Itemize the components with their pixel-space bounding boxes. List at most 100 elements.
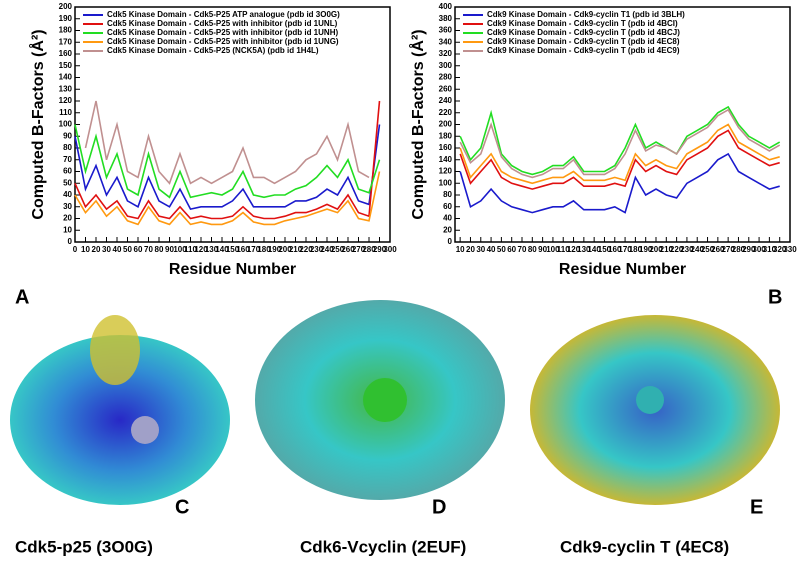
y-tick-label: 60: [63, 167, 72, 176]
series-line: [74, 171, 381, 226]
y-tick-label: 170: [59, 37, 73, 46]
y-tick-label: 280: [439, 73, 453, 82]
y-tick-label: 130: [59, 84, 73, 93]
legend-label: Cdk9 Kinase Domain - Cdk9-cyclin T (pdb …: [487, 19, 678, 28]
ligand-e: [636, 386, 664, 414]
y-axis-label: Computed B-Factors (Å²): [28, 29, 47, 219]
panel-label: E: [750, 496, 763, 518]
y-tick-label: 90: [63, 131, 72, 140]
plot-frame: [74, 6, 391, 243]
x-tick-label: 210: [660, 245, 674, 254]
x-tick-label: 120: [194, 245, 208, 254]
y-tick-label: 40: [443, 214, 452, 223]
ligand-c: [131, 416, 159, 444]
y-tick-label: 200: [59, 2, 73, 11]
series-line: [459, 105, 781, 176]
legend-label: Cdk9 Kinase Domain - Cdk9-cyclin T (pdb …: [487, 28, 680, 37]
x-tick-label: 70: [144, 245, 153, 254]
x-tick-label: 310: [763, 245, 777, 254]
x-tick-label: 230: [310, 245, 324, 254]
x-tick-label: 300: [383, 245, 397, 254]
legend-label: Cdk9 Kinase Domain - Cdk9-cyclin T (pdb …: [487, 37, 680, 46]
x-tick-label: 280: [362, 245, 376, 254]
x-tick-label: 90: [165, 245, 174, 254]
y-tick-label: 80: [443, 190, 452, 199]
y-tick-label: 20: [63, 214, 72, 223]
series-line: [74, 124, 381, 211]
x-axis-label: Residue Number: [559, 261, 686, 278]
x-tick-label: 200: [649, 245, 663, 254]
legend-label: Cdk5 Kinase Domain - Cdk5-P25 with inhib…: [107, 37, 339, 46]
y-tick-label: 140: [59, 73, 73, 82]
structure-c: [10, 335, 230, 505]
x-tick-label: 10: [456, 245, 465, 254]
x-tick-label: 170: [618, 245, 632, 254]
y-tick-label: 190: [59, 14, 73, 23]
panel-label: D: [432, 496, 446, 518]
y-tick-label: 200: [439, 120, 453, 129]
x-tick-label: 50: [123, 245, 132, 254]
y-tick-label: 180: [439, 131, 453, 140]
x-tick-label: 140: [215, 245, 229, 254]
panel-label: A: [15, 286, 29, 308]
x-tick-label: 80: [155, 245, 164, 254]
caption: Cdk6-Vcyclin (2EUF): [300, 537, 466, 556]
x-tick-label: 110: [184, 245, 197, 254]
y-tick-label: 320: [439, 49, 453, 58]
x-tick-label: 130: [577, 245, 591, 254]
x-tick-label: 140: [587, 245, 601, 254]
x-tick-label: 110: [557, 245, 570, 254]
x-tick-label: 70: [518, 245, 527, 254]
legend-label: Cdk9 Kinase Domain - Cdk9-cyclin T1 (pdb…: [487, 10, 685, 19]
x-tick-label: 40: [487, 245, 496, 254]
x-tick-label: 260: [711, 245, 725, 254]
x-tick-label: 60: [507, 245, 516, 254]
series-line: [459, 123, 780, 185]
y-tick-label: 0: [448, 237, 453, 246]
x-tick-label: 30: [102, 245, 111, 254]
x-axis-label: Residue Number: [169, 261, 296, 278]
chart: 0102030405060708090100110120130140150160…: [28, 2, 397, 278]
x-tick-label: 40: [113, 245, 122, 254]
x-tick-label: 160: [608, 245, 622, 254]
y-tick-label: 220: [439, 108, 453, 117]
x-tick-label: 150: [598, 245, 612, 254]
y-tick-label: 110: [59, 108, 72, 117]
x-tick-label: 190: [268, 245, 282, 254]
y-tick-label: 20: [443, 225, 452, 234]
y-tick-label: 300: [439, 61, 453, 70]
x-tick-label: 210: [289, 245, 303, 254]
x-tick-label: 150: [226, 245, 240, 254]
x-tick-label: 10: [81, 245, 90, 254]
y-tick-label: 30: [63, 202, 72, 211]
x-tick-label: 320: [773, 245, 787, 254]
y-tick-label: 120: [439, 167, 453, 176]
x-tick-label: 100: [173, 245, 187, 254]
series-line: [459, 108, 781, 179]
x-tick-label: 100: [546, 245, 560, 254]
x-tick-label: 250: [701, 245, 715, 254]
legend-label: Cdk5 Kinase Domain - Cdk5-P25 (NCK5A) (p…: [107, 46, 319, 55]
x-tick-label: 80: [528, 245, 537, 254]
x-tick-label: 280: [732, 245, 746, 254]
legend-label: Cdk9 Kinase Domain - Cdk9-cyclin T (pdb …: [487, 46, 680, 55]
y-tick-label: 40: [63, 190, 72, 199]
y-tick-label: 150: [59, 61, 73, 70]
x-tick-label: 190: [639, 245, 653, 254]
x-tick-label: 260: [341, 245, 355, 254]
x-tick-label: 240: [691, 245, 705, 254]
y-tick-label: 10: [63, 225, 72, 234]
y-tick-label: 360: [439, 26, 453, 35]
y-tick-label: 240: [439, 96, 453, 105]
x-tick-label: 130: [205, 245, 219, 254]
legend-label: Cdk5 Kinase Domain - Cdk5-P25 with inhib…: [107, 19, 338, 28]
x-tick-label: 240: [320, 245, 334, 254]
x-tick-label: 220: [299, 245, 313, 254]
x-tick-label: 160: [236, 245, 250, 254]
panel-label: B: [768, 286, 782, 308]
legend-label: Cdk5 Kinase Domain - Cdk5-P25 with inhib…: [107, 28, 338, 37]
y-tick-label: 120: [59, 96, 73, 105]
x-tick-label: 290: [742, 245, 756, 254]
structure-c-loop: [90, 315, 140, 385]
x-tick-label: 180: [629, 245, 643, 254]
